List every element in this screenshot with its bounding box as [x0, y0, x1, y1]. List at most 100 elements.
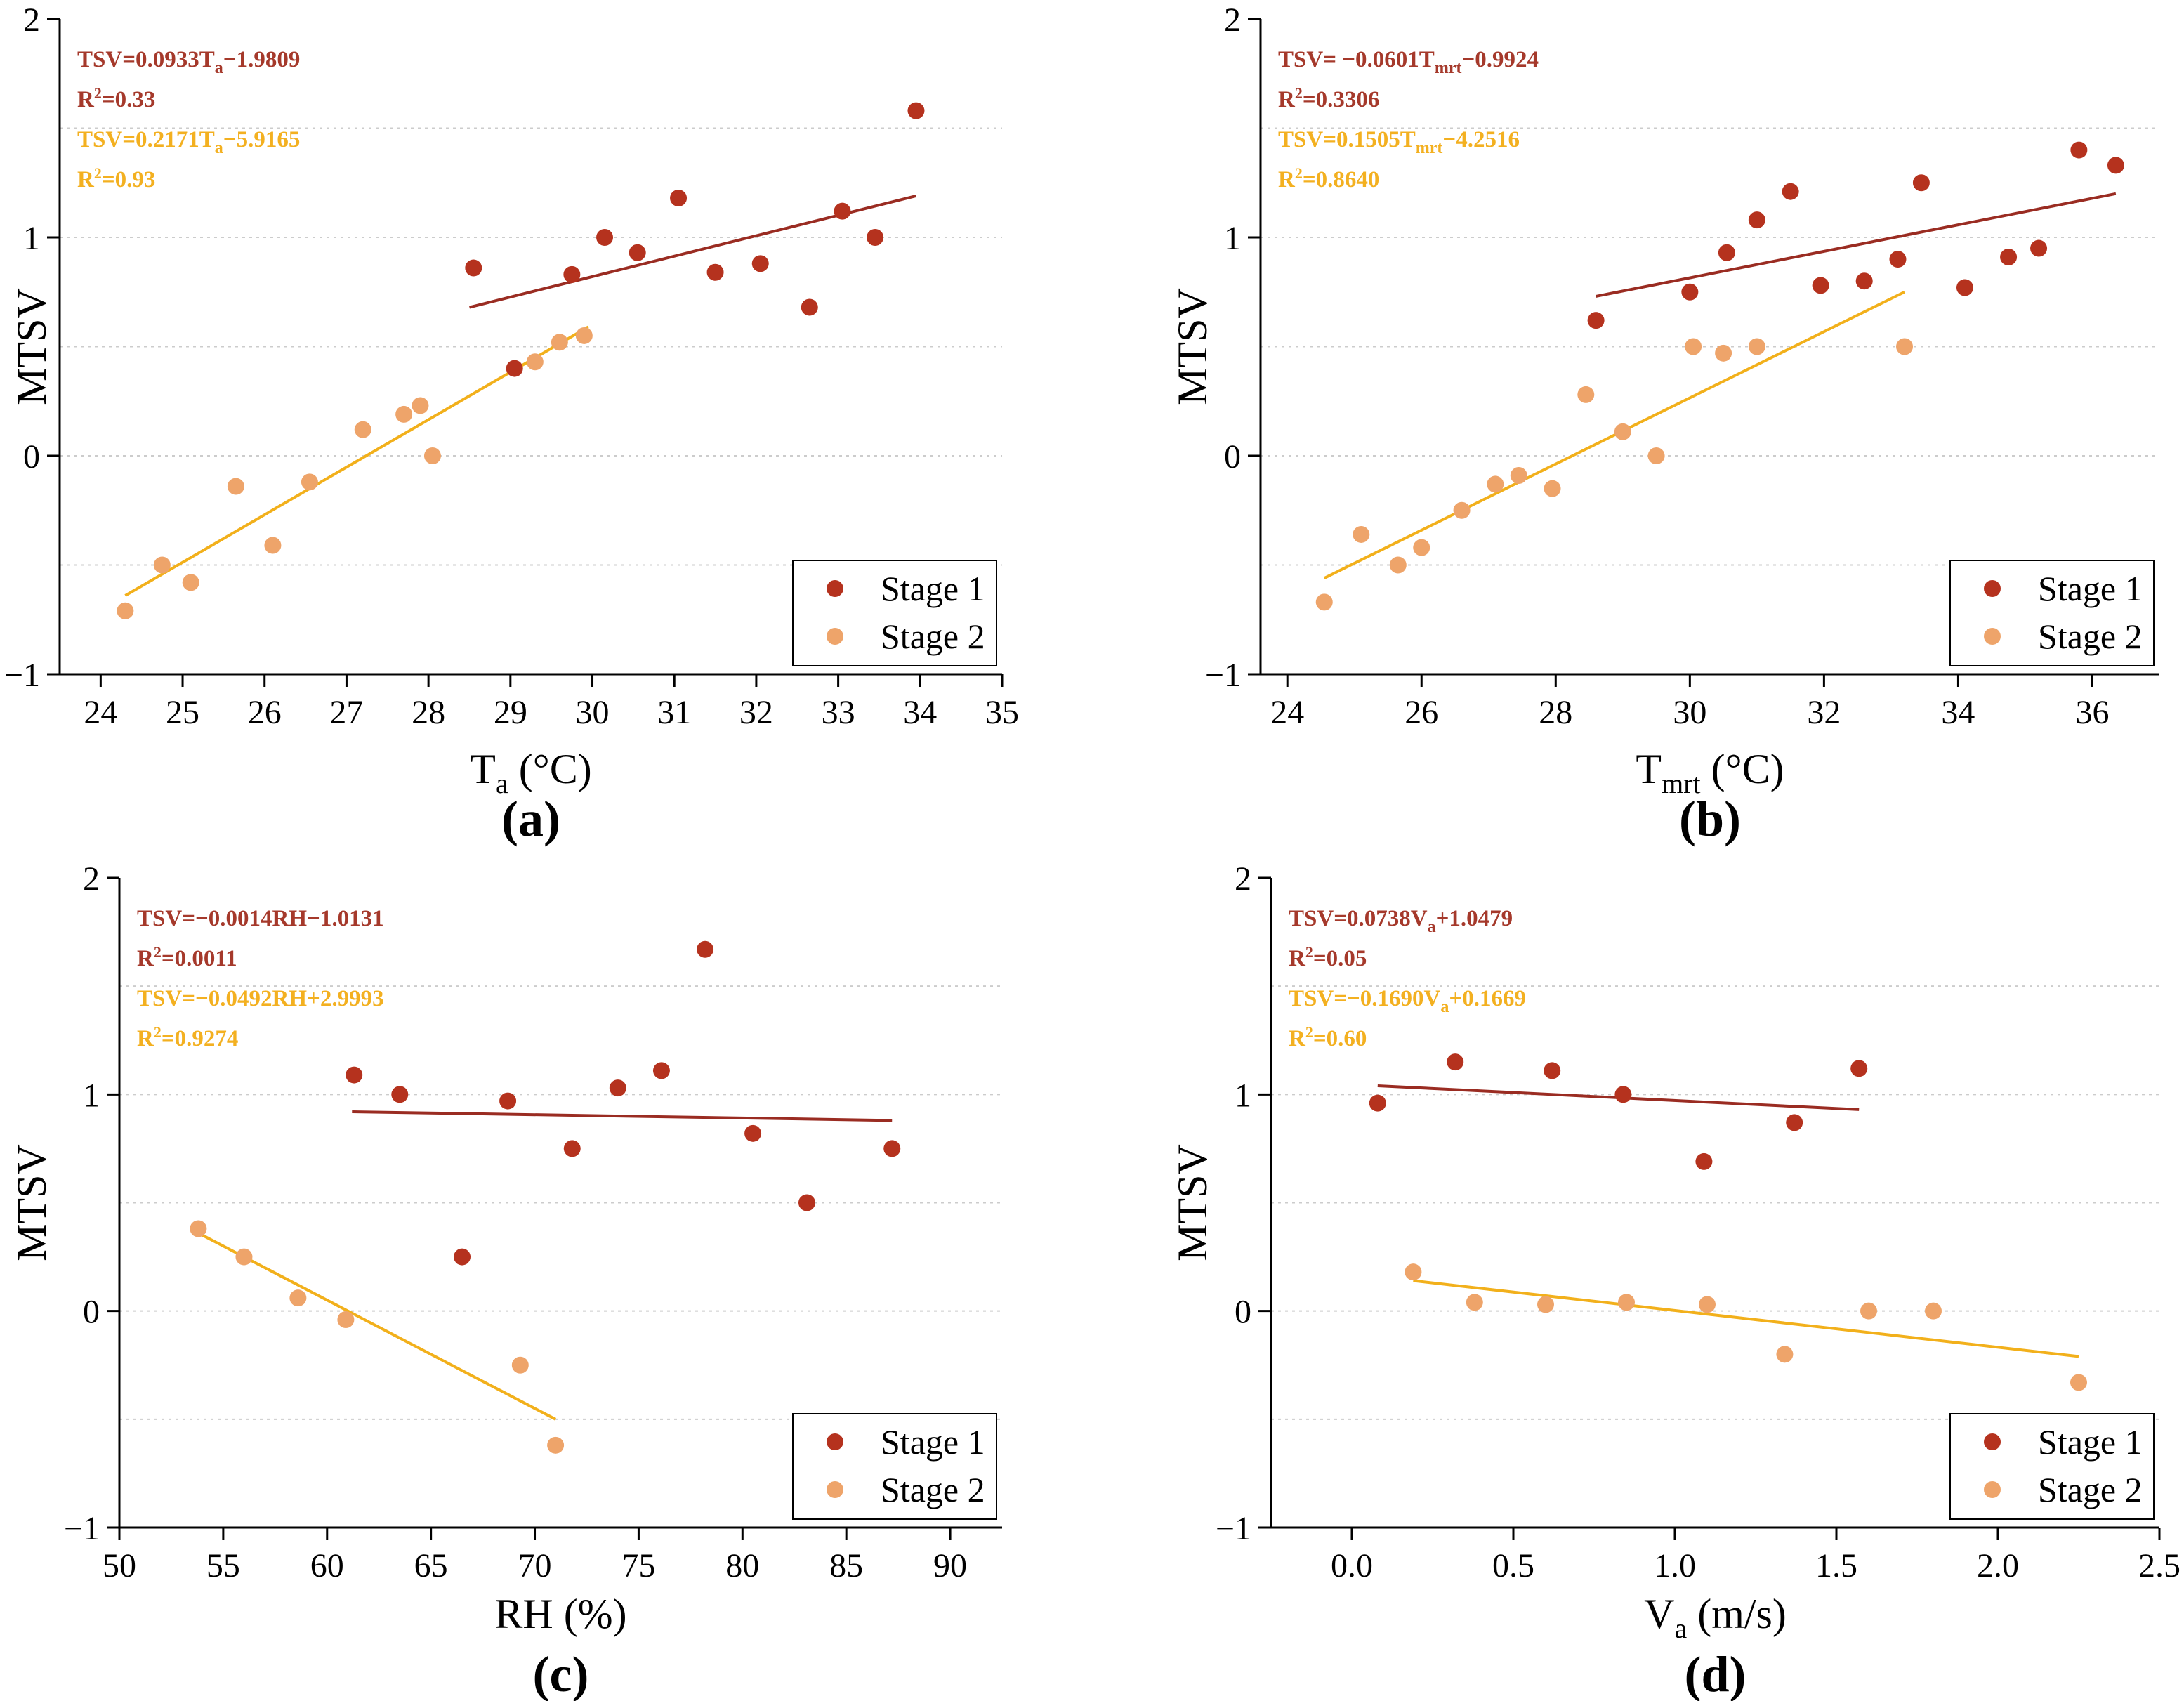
point-stage-2: [423, 447, 441, 464]
legend-marker: [1984, 1481, 2001, 1498]
point-stage-2: [1389, 556, 1407, 574]
point-stage-2: [1405, 1263, 1422, 1281]
legend: [1949, 560, 2155, 666]
x-tick-label: 30: [1673, 694, 1706, 731]
legend-label: Stage 2: [881, 1470, 985, 1509]
point-stage-1: [834, 202, 851, 220]
point-stage-1: [2070, 141, 2088, 159]
x-axis-label: Ta (°C): [470, 746, 591, 799]
x-tick-label: 28: [412, 694, 445, 731]
fit-line-2: [197, 1231, 557, 1421]
point-stage-2: [2070, 1374, 2087, 1391]
point-stage-2: [1510, 466, 1527, 484]
y-tick-label: 1: [1224, 220, 1241, 257]
point-stage-1: [697, 940, 714, 958]
point-stage-2: [1715, 344, 1732, 362]
point-stage-1: [2107, 157, 2124, 174]
point-stage-2: [1353, 525, 1370, 543]
equation-line: R2=0.8640: [1278, 164, 1379, 192]
point-stage-2: [551, 334, 568, 351]
y-tick-label: 0: [83, 1294, 100, 1331]
point-stage-1: [1850, 1060, 1868, 1077]
point-stage-2: [1860, 1302, 1877, 1320]
point-stage-2: [1748, 338, 1765, 355]
point-stage-1: [907, 102, 925, 119]
legend-marker: [827, 1433, 843, 1450]
point-stage-2: [264, 537, 282, 554]
point-stage-2: [117, 602, 134, 619]
point-stage-2: [412, 397, 429, 414]
equation-line: TSV=−0.1690Va+0.1669: [1289, 986, 1526, 1016]
x-tick-label: 34: [1941, 694, 1975, 731]
point-stage-1: [454, 1248, 471, 1266]
x-tick-label: 65: [414, 1547, 448, 1584]
point-stage-1: [801, 298, 818, 316]
point-stage-2: [1577, 386, 1595, 403]
legend: [792, 1413, 997, 1520]
point-stage-1: [1681, 283, 1699, 301]
point-stage-2: [1925, 1302, 1942, 1320]
point-stage-2: [235, 1248, 253, 1266]
panel-c: −1 0 1 2 50 55 60 65 70 75 80 85 90 MTSV RH (%) (c) TSV=…: [8, 860, 1002, 1701]
y-axis-label: MTSV: [1169, 1144, 1216, 1261]
y-tick-label: −1: [1205, 657, 1241, 694]
point-stage-2: [227, 478, 244, 495]
point-stage-2: [190, 1220, 207, 1237]
point-stage-1: [1718, 244, 1735, 261]
equation-line: TSV=−0.0014RH−1.0131: [137, 906, 384, 931]
y-tick-label: 2: [1235, 860, 1251, 898]
y-tick-label: 2: [83, 860, 100, 898]
x-tick-label: 0.0: [1331, 1547, 1373, 1584]
point-stage-1: [391, 1086, 409, 1103]
y-tick-label: 0: [1224, 438, 1241, 475]
x-tick-label: 29: [494, 694, 527, 731]
point-stage-2: [547, 1436, 565, 1454]
legend-label: Stage 1: [2038, 569, 2143, 608]
x-tick-label: 24: [84, 694, 117, 731]
x-tick-label: 33: [822, 694, 855, 731]
panel-label: (b): [1679, 791, 1741, 847]
x-tick-label: 26: [1405, 694, 1438, 731]
point-stage-1: [1748, 211, 1765, 229]
legend-marker: [1984, 580, 2001, 597]
point-stage-1: [506, 360, 523, 377]
point-stage-1: [798, 1194, 815, 1211]
legend: [792, 560, 997, 666]
x-tick-label: 90: [933, 1547, 967, 1584]
equation-line: R2=0.60: [1289, 1023, 1367, 1051]
point-stage-2: [1453, 501, 1471, 519]
point-stage-1: [2030, 239, 2048, 257]
y-tick-label: 0: [1235, 1294, 1251, 1331]
point-stage-2: [1544, 480, 1561, 497]
point-stage-2: [1685, 338, 1702, 355]
x-tick-label: 60: [310, 1547, 344, 1584]
fit-line-2: [1413, 1279, 2079, 1358]
legend-label: Stage 2: [881, 617, 985, 656]
x-tick-label: 26: [248, 694, 282, 731]
x-tick-label: 35: [985, 694, 1019, 731]
y-tick-label: 2: [1224, 1, 1241, 39]
x-tick-label: 36: [2075, 694, 2109, 731]
y-tick-label: 1: [23, 220, 40, 257]
point-stage-1: [1889, 251, 1907, 268]
legend-label: Stage 2: [2038, 617, 2143, 656]
equation-line: R2=0.33: [77, 84, 155, 112]
point-stage-1: [1812, 277, 1829, 294]
point-stage-1: [1544, 1062, 1561, 1079]
x-tick-label: 31: [657, 694, 691, 731]
legend-marker: [827, 628, 843, 645]
point-stage-1: [563, 265, 581, 283]
point-stage-1: [1447, 1053, 1464, 1071]
x-axis-label: RH (%): [494, 1591, 626, 1637]
legend-marker: [827, 580, 843, 597]
point-stage-2: [511, 1356, 529, 1374]
panel-label: (c): [533, 1646, 589, 1701]
point-stage-2: [1413, 539, 1430, 556]
x-tick-label: 24: [1270, 694, 1304, 731]
x-tick-label: 85: [829, 1547, 863, 1584]
point-stage-1: [1782, 183, 1799, 200]
point-stage-2: [354, 421, 371, 438]
x-tick-label: 25: [166, 694, 199, 731]
point-stage-1: [1369, 1094, 1386, 1112]
